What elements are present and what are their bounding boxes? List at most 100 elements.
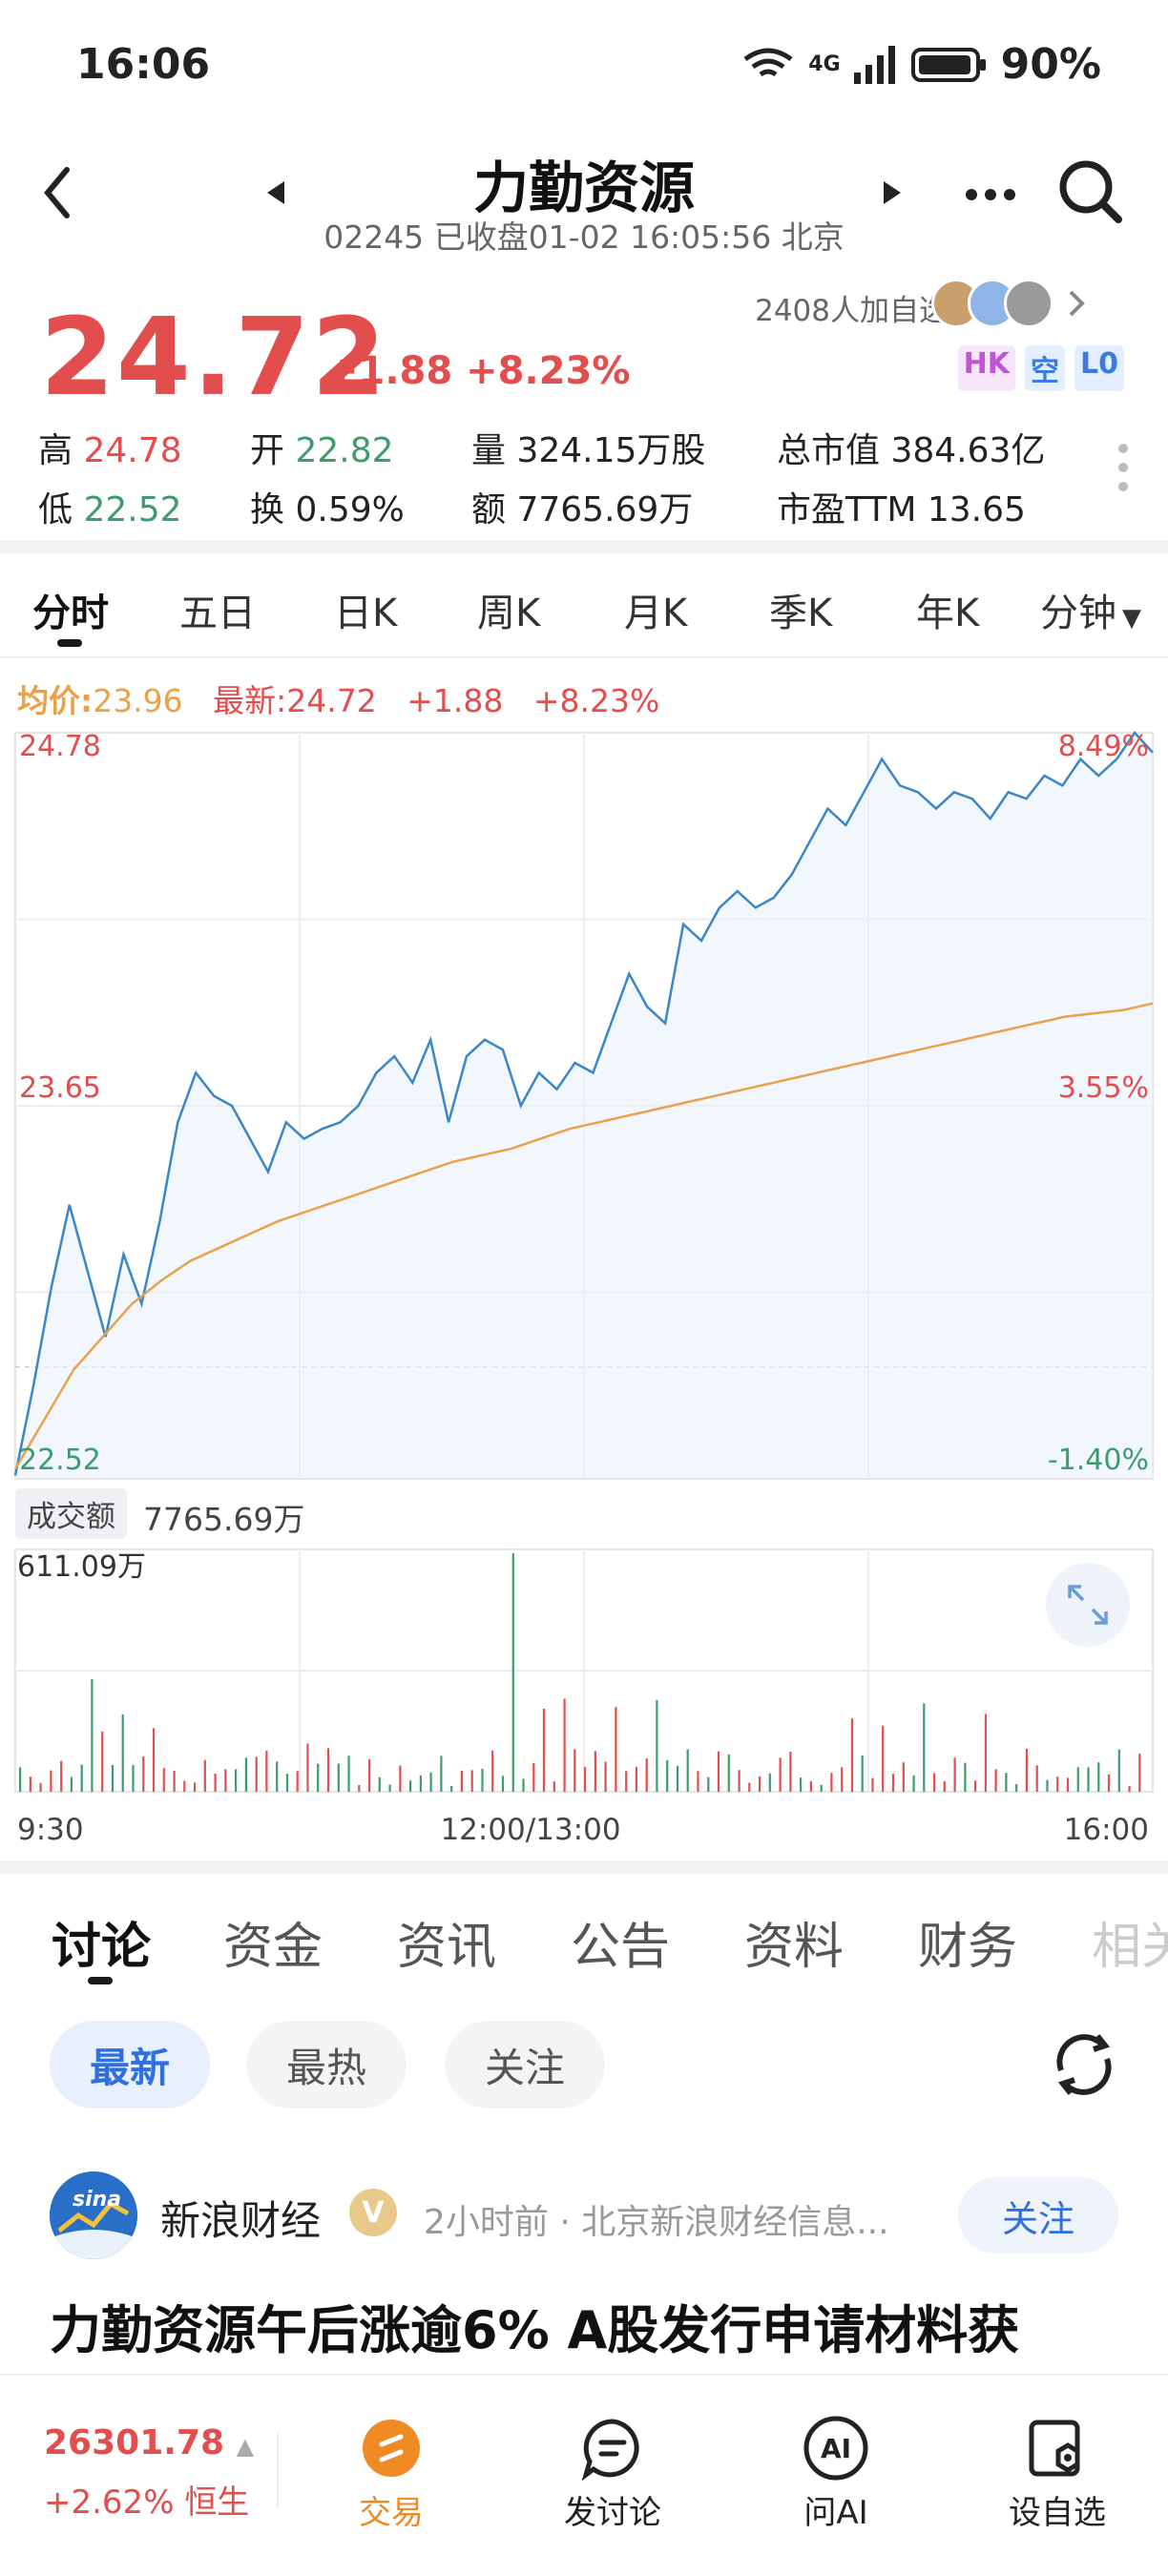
pe-label: 市盈TTM bbox=[777, 490, 917, 530]
volume-bar bbox=[953, 1757, 956, 1792]
volume-bar bbox=[625, 1771, 628, 1792]
tab-related[interactable]: 相关 bbox=[1092, 1919, 1168, 1976]
change-value: +1.88 bbox=[326, 349, 453, 393]
volume-bar bbox=[1076, 1767, 1079, 1792]
volume-bar bbox=[830, 1773, 833, 1792]
tab-daily[interactable]: 日K bbox=[334, 592, 398, 635]
stock-header: 力勤资源 02245 已收盘01-02 16:05:56 北京 bbox=[0, 134, 1168, 277]
open-label: 开 bbox=[250, 431, 285, 470]
volume-bar bbox=[1015, 1784, 1018, 1792]
tab-financials[interactable]: 财务 bbox=[918, 1919, 1018, 1976]
tab-five-day[interactable]: 五日 bbox=[179, 592, 256, 635]
nav-ask-ai[interactable]: AI 问AI bbox=[760, 2410, 912, 2533]
quote-stats: 高 24.78 开 22.82 量 324.15万股 总市值 384.63亿 低… bbox=[38, 418, 1136, 536]
volume-bar bbox=[91, 1679, 94, 1792]
volume-bar bbox=[1005, 1773, 1008, 1792]
search-icon[interactable] bbox=[1057, 158, 1124, 225]
volume-bar bbox=[964, 1762, 967, 1792]
volume-bar bbox=[666, 1759, 669, 1792]
tab-announcements[interactable]: 公告 bbox=[571, 1919, 671, 1976]
volume-bar bbox=[1117, 1749, 1120, 1792]
market-status: 已收盘01-02 16:05:56 北京 bbox=[433, 218, 845, 256]
volume-bar bbox=[748, 1782, 751, 1792]
svg-text:AI: AI bbox=[821, 2433, 851, 2464]
average-line bbox=[13, 1002, 1154, 1470]
author-name[interactable]: 新浪财经 bbox=[160, 2197, 322, 2244]
last-label: 最新: bbox=[213, 682, 287, 719]
change-percent: +8.23% bbox=[466, 349, 631, 393]
volume-bar bbox=[491, 1750, 494, 1792]
volume-bar bbox=[615, 1707, 617, 1792]
volume-chart[interactable]: 611.09万 9:30 12:00/13:00 16:00 bbox=[0, 1542, 1168, 1866]
nav-trade[interactable]: 交易 bbox=[315, 2410, 468, 2533]
index-ticker[interactable]: 26301.78 ▲ +2.62% 恒生 bbox=[44, 2423, 254, 2523]
volume-bar bbox=[162, 1768, 165, 1792]
index-value: 26301.78 bbox=[44, 2423, 225, 2462]
tab-yearly[interactable]: 年K bbox=[916, 592, 980, 635]
active-tab-indicator bbox=[88, 1977, 113, 1984]
volume-bar bbox=[574, 1749, 576, 1792]
turnover-value: 0.59% bbox=[295, 490, 405, 530]
stats-more-icon[interactable] bbox=[1116, 441, 1130, 494]
fullscreen-button[interactable] bbox=[1046, 1563, 1130, 1647]
volume-bar bbox=[501, 1776, 505, 1792]
amount-value: 7765.69万 bbox=[516, 490, 694, 530]
next-stock-icon[interactable] bbox=[882, 179, 903, 206]
tab-monthly[interactable]: 月K bbox=[624, 592, 688, 635]
filter-hottest[interactable]: 最热 bbox=[246, 2021, 407, 2109]
more-icon[interactable] bbox=[964, 187, 1017, 202]
chevron-right-icon[interactable] bbox=[1063, 279, 1092, 328]
post-title[interactable]: 力勤资源午后涨逾6% A股发行申请材料获 bbox=[50, 2300, 1020, 2360]
current-price: 24.72 bbox=[40, 296, 388, 420]
volume-bar bbox=[194, 1782, 197, 1792]
filter-latest[interactable]: 最新 bbox=[50, 2021, 210, 2109]
volume-bar bbox=[101, 1731, 104, 1792]
volume-bar bbox=[470, 1770, 473, 1792]
tab-weekly[interactable]: 周K bbox=[477, 592, 541, 635]
content-tabs: 讨论 资金 资讯 公告 资料 财务 相关 bbox=[0, 1889, 1168, 1994]
y-tick-low: 22.52 bbox=[19, 1444, 101, 1477]
x-tick-noon: 12:00/13:00 bbox=[440, 1813, 620, 1847]
volume-bar bbox=[337, 1763, 340, 1792]
watch-count[interactable]: 2408人加自选 bbox=[755, 294, 949, 328]
volume-bar bbox=[584, 1767, 587, 1792]
logo-text: sina bbox=[73, 2188, 121, 2212]
watcher-avatars[interactable] bbox=[931, 279, 1092, 328]
tab-funds[interactable]: 资金 bbox=[223, 1919, 323, 1976]
y-tick-pct-low: -1.40% bbox=[1048, 1444, 1149, 1477]
refresh-icon[interactable] bbox=[1048, 2028, 1120, 2101]
tab-minute[interactable]: 分钟 ▼ bbox=[1040, 582, 1141, 637]
page-title: 力勤资源 bbox=[472, 156, 695, 220]
volume-bar bbox=[1046, 1779, 1049, 1792]
verified-badge: V bbox=[349, 2189, 397, 2236]
intraday-price-chart[interactable]: 24.78 23.65 22.52 8.49% 3.55% -1.40% bbox=[0, 725, 1168, 1488]
volume-amount: 7765.69万 bbox=[143, 1501, 305, 1538]
follow-button[interactable]: 关注 bbox=[958, 2177, 1118, 2254]
tab-discussion[interactable]: 讨论 bbox=[52, 1919, 152, 1976]
legend-change-pct: +8.23% bbox=[532, 682, 660, 719]
volume-bar bbox=[29, 1776, 31, 1792]
back-icon[interactable] bbox=[38, 164, 76, 221]
tab-profile[interactable]: 资料 bbox=[744, 1919, 845, 1976]
avg-value: 23.96 bbox=[93, 682, 183, 719]
nav-post-discussion[interactable]: 发讨论 bbox=[536, 2410, 689, 2533]
tab-quarterly[interactable]: 季K bbox=[769, 592, 833, 635]
volume-bar bbox=[676, 1765, 679, 1792]
discussion-post[interactable]: sina 新浪财经 V 2小时前 · 北京新浪财经信息... 关注 力勤资源午后… bbox=[0, 2166, 1168, 2360]
price-line bbox=[13, 730, 1154, 1476]
low-label: 低 bbox=[38, 490, 73, 530]
tab-news[interactable]: 资讯 bbox=[397, 1919, 497, 1976]
nav-post-discussion-label: 发讨论 bbox=[564, 2494, 661, 2532]
index-change: +2.62% bbox=[44, 2483, 175, 2522]
trade-icon-wrap bbox=[315, 2410, 468, 2486]
prev-stock-icon[interactable] bbox=[265, 179, 286, 206]
author-avatar[interactable]: sina bbox=[50, 2171, 137, 2259]
volume-bar bbox=[173, 1770, 176, 1792]
index-name: 恒生 bbox=[184, 2483, 250, 2522]
filter-following[interactable]: 关注 bbox=[445, 2021, 605, 2109]
nav-add-watchlist[interactable]: 设自选 bbox=[981, 2410, 1134, 2533]
volume-bar bbox=[841, 1767, 844, 1792]
volume-bars bbox=[19, 1553, 1141, 1792]
tab-intraday[interactable]: 分时 bbox=[32, 592, 109, 635]
volume-grid bbox=[14, 1548, 1154, 1793]
